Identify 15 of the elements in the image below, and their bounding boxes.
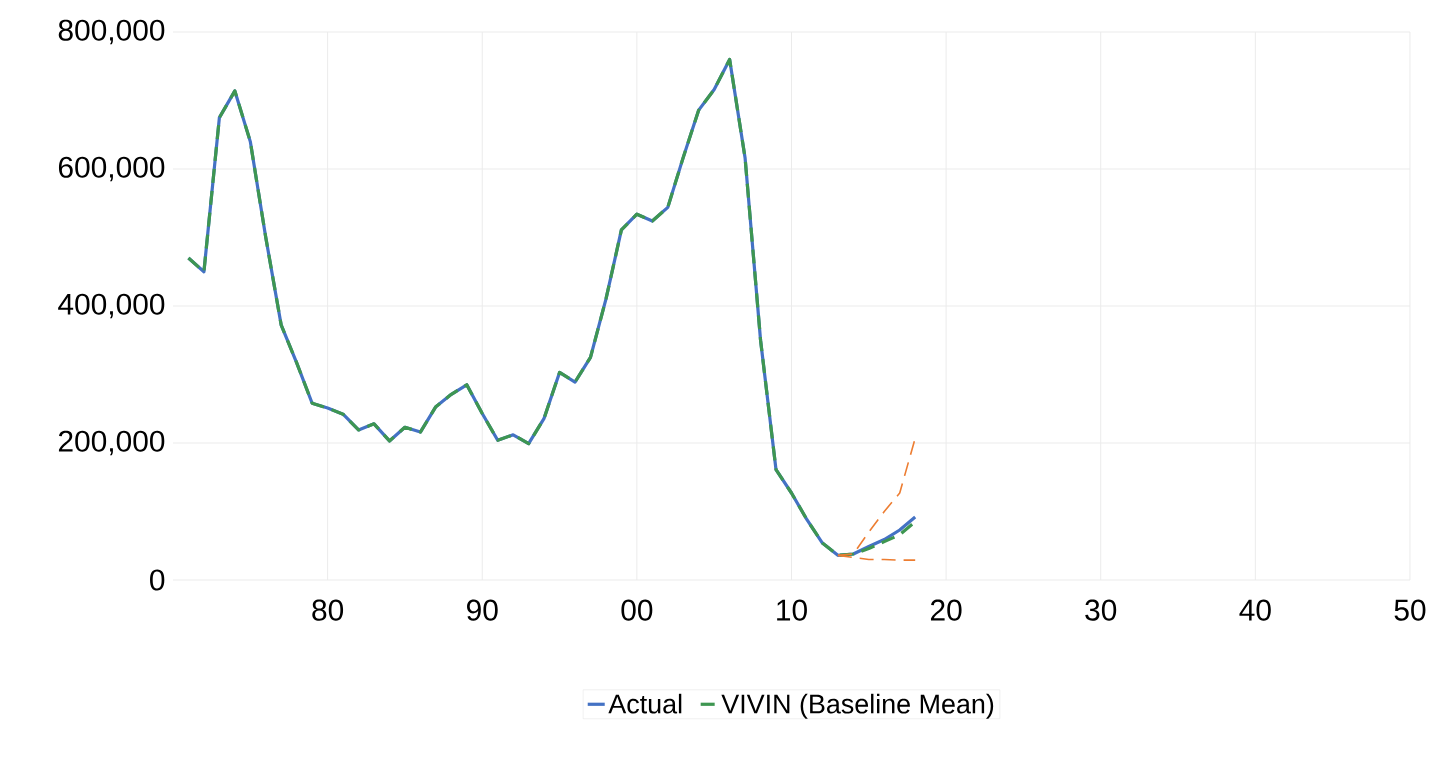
y-tick-label: 400,000 — [58, 293, 165, 319]
x-tick-label: 40 — [1239, 599, 1271, 621]
x-tick-label: 30 — [1085, 599, 1117, 621]
y-tick-label: 0 — [150, 569, 165, 591]
x-tick-label: 50 — [1394, 599, 1426, 621]
x-tick-label: 80 — [312, 599, 344, 621]
x-tick-label: 10 — [777, 599, 807, 621]
x-tick-label: 20 — [930, 599, 962, 621]
y-tick-label: 600,000 — [58, 156, 165, 182]
y-tick-label: 200,000 — [58, 430, 165, 456]
x-tick-label: 00 — [621, 599, 653, 621]
y-tick-label: 800,000 — [58, 19, 165, 45]
legend-label: Actual — [608, 693, 682, 714]
x-tick-label: 90 — [467, 599, 498, 621]
legend-label: VIVIN (Baseline Mean) — [721, 693, 994, 719]
